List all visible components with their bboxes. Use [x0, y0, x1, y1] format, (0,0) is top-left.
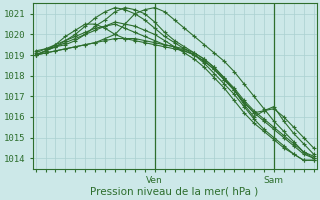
X-axis label: Pression niveau de la mer( hPa ): Pression niveau de la mer( hPa )	[91, 187, 259, 197]
